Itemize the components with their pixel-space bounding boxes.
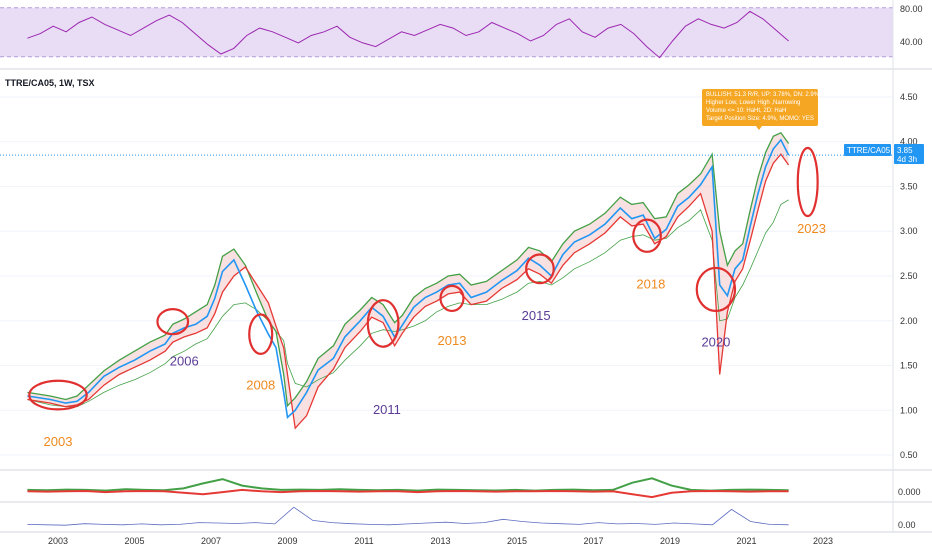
support-line (27, 199, 789, 408)
annotation-circles (28, 146, 819, 411)
price-tick-label: 4.00 (900, 137, 918, 147)
annotation-label: 2023 (797, 221, 826, 236)
annotation-circle (695, 266, 737, 313)
lower-band (27, 153, 790, 430)
price-y-axis: 4.50 4.00 3.50 3.00 2.50 2.00 1.50 1.00 0.50 (0, 92, 918, 460)
annotation-circle (366, 299, 400, 348)
band-fill (27, 132, 789, 429)
upper-band (27, 131, 790, 408)
price-tag-value: 3.85 (897, 146, 913, 155)
price-tag[interactable]: TTRE/CA05 3.85 4d 3h (844, 144, 924, 164)
rsi-line (27, 10, 789, 59)
annotation-circle (525, 253, 555, 285)
time-tick-label: 2003 (48, 536, 68, 546)
info-box[interactable]: BULLISH: 51.3 R/R, UP: 3.78%, DN: 2.9% H… (702, 89, 820, 130)
annotation-label: 2011 (373, 402, 401, 417)
annotation-label: 2020 (701, 335, 730, 350)
time-tick-label: 2007 (201, 536, 221, 546)
time-tick-label: 2011 (354, 536, 373, 546)
annotation-circle (156, 308, 190, 336)
volume-panel: 0.00 (27, 506, 916, 530)
info-box-line-4: Target Position Size: 4.9%, MOMO: YES (706, 116, 814, 122)
annotation-label: 2006 (170, 354, 199, 369)
price-tick-label: 2.50 (900, 271, 918, 281)
price-tick-label: 1.00 (900, 405, 918, 415)
price-tick-label: 4.50 (900, 92, 918, 102)
price-tag-value-bg (894, 144, 924, 164)
price-tick-label: 1.50 (900, 361, 918, 371)
time-tick-label: 2005 (124, 536, 144, 546)
momentum-panel: 0.000 (27, 477, 921, 499)
price-tag-label-bg (844, 144, 891, 156)
price-line (27, 138, 790, 420)
price-tag-label: TTRE/CA05 (847, 146, 891, 155)
annotation-label: 2015 (522, 308, 551, 323)
time-tick-label: 2017 (583, 536, 603, 546)
info-box-pointer (756, 126, 762, 130)
annotation-label: 2018 (636, 277, 665, 292)
annotation-label: 2013 (438, 333, 467, 348)
annotation-circle (28, 379, 88, 411)
annotation-label: 2008 (246, 378, 275, 393)
info-box-background (702, 89, 818, 126)
time-tick-label: 2023 (813, 536, 833, 546)
volume-tick: 0.00 (898, 520, 916, 530)
price-tick-label: 3.50 (900, 181, 918, 191)
time-tick-label: 2015 (507, 536, 527, 546)
rsi-tick-bottom: 40.00 (900, 37, 923, 47)
volume-line (27, 506, 789, 526)
rsi-panel: 80.00 40.00 (0, 4, 923, 59)
price-tick-label: 3.00 (900, 226, 918, 236)
info-box-line-1: BULLISH: 51.3 R/R, UP: 3.78%, DN: 2.9% (706, 92, 820, 98)
annotation-circle (248, 313, 274, 355)
annotation-circle (632, 218, 662, 253)
annotation-circle (796, 146, 819, 218)
momentum-line-green (27, 477, 789, 492)
price-panel: 4.50 4.00 3.50 3.00 2.50 2.00 1.50 1.00 0.50 200… (0, 92, 918, 460)
symbol-label[interactable]: TTRE/CA05, 1W, TSX (5, 78, 95, 88)
info-box-line-3: Volume <= 10: HaHt, 2D: HaH (706, 108, 786, 114)
price-tick-label: 0.50 (900, 450, 918, 460)
annotation-label: 2003 (44, 434, 73, 449)
rsi-tick-top: 80.00 (900, 4, 923, 14)
annotation-labels: 2003 2006 2008 2011 2013 2015 2018 2020 2023 (44, 221, 826, 449)
time-tick-label: 2009 (277, 536, 297, 546)
momentum-line-red (27, 488, 789, 499)
time-tick-label: 2019 (660, 536, 680, 546)
annotation-circle (439, 284, 465, 313)
momentum-tick: 0.000 (898, 487, 921, 497)
rsi-band (0, 7, 893, 57)
price-tick-label: 2.00 (900, 316, 918, 326)
time-tick-label: 2013 (430, 536, 450, 546)
info-box-line-2: Higher Low, Lower High ,Narrowing (706, 100, 800, 106)
time-tick-label: 2021 (736, 536, 756, 546)
price-tag-countdown: 4d 3h (897, 155, 917, 164)
time-axis[interactable]: 2003 2005 2007 2009 2011 2013 2015 2017 2019 2021… (48, 536, 833, 546)
